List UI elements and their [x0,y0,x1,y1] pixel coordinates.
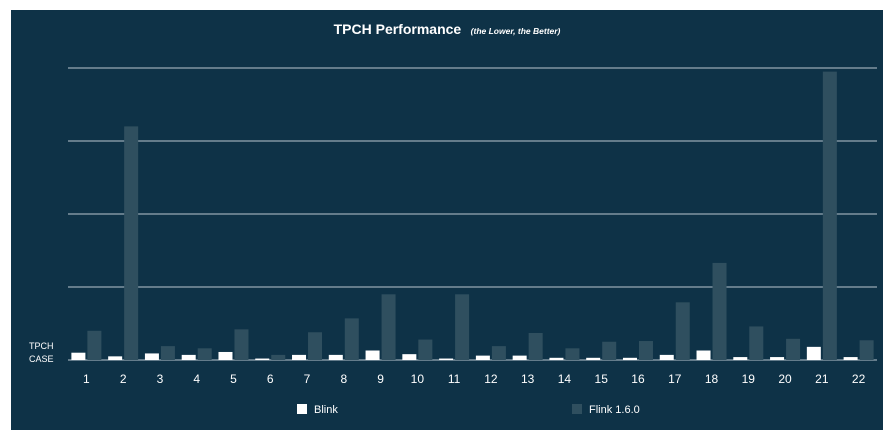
x-tick-label: 14 [558,372,572,386]
x-tick-label: 13 [521,372,535,386]
bar-flink-3 [160,346,175,360]
bar-blink-22 [843,357,858,360]
bar-flink-4 [197,348,212,360]
bar-blink-15 [586,357,601,360]
bar-blink-2 [108,356,123,360]
x-axis-label-line2: CASE [29,354,54,364]
bar-blink-18 [696,350,711,360]
x-tick-label: 19 [742,372,756,386]
x-tick-label: 6 [267,372,274,386]
bar-flink-11 [455,294,470,360]
x-tick-label: 15 [595,372,609,386]
bar-flink-13 [528,332,543,360]
x-tick-label: 11 [448,372,461,386]
bar-blink-9 [365,350,380,360]
x-tick-label: 22 [852,372,866,386]
bar-flink-8 [344,318,359,360]
x-tick-label: 17 [668,372,682,386]
x-tick-labels: 1 2 3 4 5 6 7 8 9 10 11 12 13 14 15 16 17 18 19 20 21 22 [83,372,866,386]
x-tick-label: 10 [411,372,425,386]
bar-blink-17 [659,354,674,360]
x-tick-label: 8 [340,372,347,386]
bar-blink-13 [512,355,527,360]
bar-blink-19 [733,357,748,360]
bars [71,71,874,361]
x-tick-label: 12 [484,372,498,386]
bar-blink-7 [292,354,307,360]
bar-chart: TPCH Performance (the Lower, the Better)… [29,21,877,416]
bar-flink-10 [418,339,433,360]
bar-flink-6 [271,354,286,360]
bar-flink-2 [124,126,139,361]
bar-blink-20 [770,357,785,360]
x-tick-label: 20 [778,372,792,386]
bar-blink-14 [549,357,564,360]
legend-label-flink: Flink 1.6.0 [589,404,640,416]
bar-flink-14 [565,348,580,360]
bar-flink-7 [308,332,323,360]
bar-flink-21 [822,71,837,361]
legend: Blink Flink 1.6.0 [297,404,640,416]
x-tick-label: 9 [377,372,384,386]
legend-label-blink: Blink [314,404,338,416]
bar-blink-1 [71,352,86,360]
x-tick-label: 5 [230,372,237,386]
bar-flink-22 [859,340,874,360]
x-tick-label: 3 [157,372,164,386]
x-tick-label: 21 [815,372,829,386]
legend-swatch-blink [297,404,307,414]
x-tick-label: 16 [631,372,645,386]
bar-flink-16 [638,341,653,360]
bar-flink-1 [87,330,102,360]
bar-flink-9 [381,294,396,360]
x-tick-label: 4 [193,372,200,386]
bar-blink-8 [328,354,343,360]
bar-flink-15 [602,341,617,360]
bar-blink-3 [144,353,159,360]
bar-blink-21 [806,346,821,360]
bar-blink-16 [622,357,637,360]
bar-flink-5 [234,329,249,360]
bar-blink-4 [181,354,196,360]
x-tick-label: 7 [304,372,311,386]
bar-flink-18 [712,262,727,360]
chart-subtitle: (the Lower, the Better) [471,26,561,36]
bar-flink-17 [675,302,690,360]
bar-flink-19 [749,326,764,360]
chart-panel: TPCH Performance (the Lower, the Better)… [11,10,883,430]
x-tick-label: 1 [83,372,90,386]
bar-blink-6 [255,358,270,360]
bar-flink-20 [786,338,801,360]
grid-lines [68,67,877,361]
chart-title: TPCH Performance [334,21,462,37]
x-tick-label: 2 [120,372,127,386]
bar-flink-12 [491,346,506,360]
chart-title-group: TPCH Performance (the Lower, the Better) [334,21,561,38]
x-tick-label: 18 [705,372,719,386]
bar-blink-12 [475,355,490,360]
bar-blink-11 [439,358,454,360]
legend-swatch-flink [572,404,582,414]
bar-blink-10 [402,354,417,360]
bar-blink-5 [218,351,233,360]
x-axis-label-line1: TPCH [29,341,54,351]
